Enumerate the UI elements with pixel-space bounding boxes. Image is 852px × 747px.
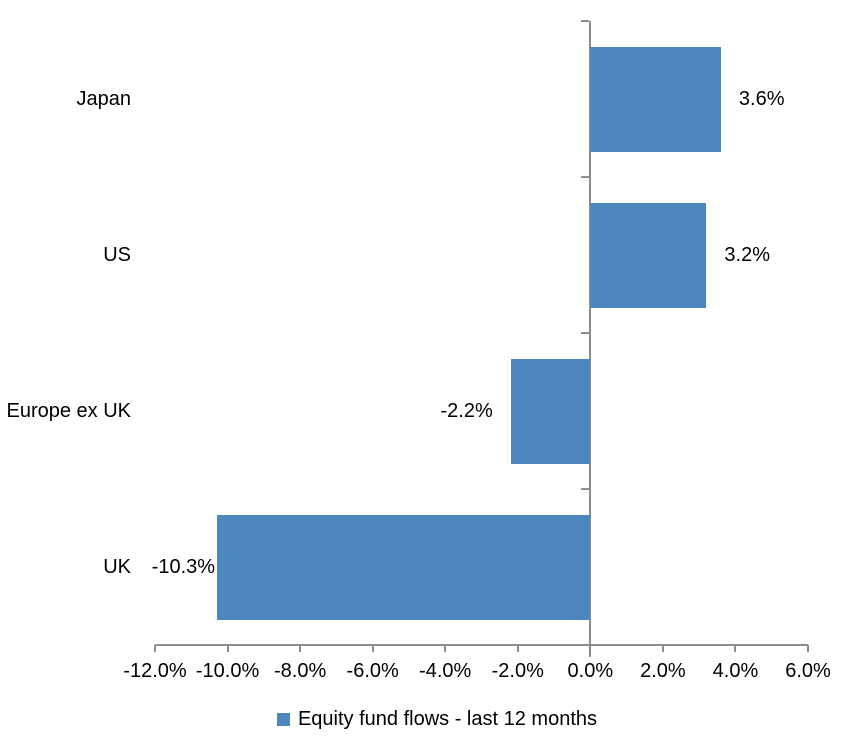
legend: Equity fund flows - last 12 months bbox=[0, 706, 852, 732]
x-axis-tick-label: -4.0% bbox=[419, 660, 472, 682]
x-axis-tick-label: -10.0% bbox=[195, 660, 260, 682]
bar-uk bbox=[216, 514, 591, 620]
x-axis-tick-label: -6.0% bbox=[346, 660, 399, 682]
x-axis-tick bbox=[299, 645, 302, 652]
y-axis-tick bbox=[581, 176, 590, 178]
x-axis-tick bbox=[371, 645, 374, 652]
x-axis-tick-label: -8.0% bbox=[273, 660, 327, 682]
x-axis-tick bbox=[226, 645, 229, 652]
data-label-us: 3.2% bbox=[724, 244, 771, 266]
bar-us bbox=[590, 202, 707, 308]
x-axis-tick-label: -2.0% bbox=[491, 660, 544, 682]
x-axis-tick bbox=[444, 645, 447, 652]
category-label-europe-ex-uk: Europe ex UK bbox=[6, 400, 131, 422]
category-label-japan: Japan bbox=[76, 88, 132, 110]
data-label-uk: -10.3% bbox=[151, 556, 216, 578]
x-axis-tick bbox=[589, 645, 592, 657]
x-axis-tick-label: 6.0% bbox=[785, 660, 831, 682]
legend-swatch bbox=[276, 712, 290, 726]
legend-label: Equity fund flows - last 12 months bbox=[297, 708, 598, 730]
x-axis-tick bbox=[661, 645, 664, 652]
data-label-europe-ex-uk: -2.2% bbox=[440, 400, 493, 422]
x-axis-tick bbox=[516, 645, 519, 652]
x-axis-line bbox=[155, 644, 808, 646]
bar-japan bbox=[590, 46, 721, 152]
x-axis-tick-label: -12.0% bbox=[123, 660, 187, 682]
y-axis-tick bbox=[581, 488, 590, 490]
x-axis-tick-label: 0.0% bbox=[567, 660, 614, 682]
bar-europe-ex-uk bbox=[510, 358, 591, 464]
x-axis-tick-label: 4.0% bbox=[712, 660, 759, 682]
x-axis-tick-label: 2.0% bbox=[640, 660, 686, 682]
y-axis-tick bbox=[581, 20, 590, 22]
x-axis-tick bbox=[734, 645, 737, 652]
data-label-japan: 3.6% bbox=[738, 88, 785, 110]
x-axis-tick bbox=[807, 645, 809, 652]
y-axis-line bbox=[589, 21, 592, 645]
x-axis-tick bbox=[154, 645, 156, 652]
category-label-uk: UK bbox=[103, 556, 131, 578]
category-label-us: US bbox=[103, 244, 131, 266]
y-axis-tick bbox=[581, 332, 590, 334]
